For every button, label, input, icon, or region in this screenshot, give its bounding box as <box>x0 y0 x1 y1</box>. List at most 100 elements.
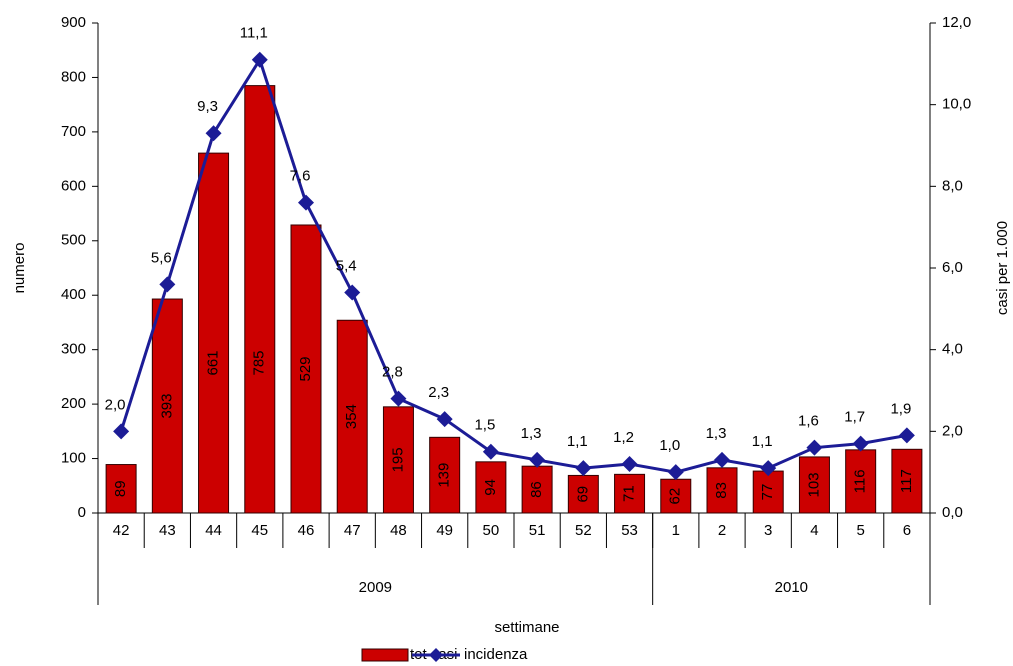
bar-value-label: 393 <box>158 394 175 419</box>
line-value-label: 11,1 <box>240 25 268 42</box>
x-tick-label: 48 <box>390 522 407 539</box>
y-tick-label: 400 <box>61 286 86 303</box>
legend-swatch <box>361 648 409 662</box>
y2-tick-label: 12,0 <box>942 14 971 31</box>
y-tick-label: 800 <box>61 68 86 85</box>
line-value-label: 1,6 <box>798 413 819 430</box>
legend-marker <box>429 648 443 662</box>
line-marker <box>390 390 407 407</box>
line-marker <box>529 451 546 468</box>
bar-value-label: 83 <box>713 482 730 499</box>
bar-value-label: 71 <box>621 485 638 502</box>
line-marker <box>806 439 823 456</box>
bar <box>798 456 830 514</box>
x-axis-label: settimane <box>494 619 559 636</box>
line-marker <box>113 423 130 440</box>
bar <box>198 152 230 514</box>
line-marker <box>205 125 222 142</box>
y2-tick-label: 6,0 <box>942 259 963 276</box>
x-tick-label: 50 <box>483 522 500 539</box>
y2-axis-label: casi per 1.000 <box>994 221 1011 315</box>
bar-value-label: 94 <box>482 479 499 496</box>
y-tick-label: 100 <box>61 450 86 467</box>
bar-value-label: 86 <box>528 481 545 498</box>
bar-value-label: 103 <box>805 472 822 497</box>
bar <box>475 461 507 514</box>
line-value-label: 5,4 <box>336 257 357 274</box>
line-marker <box>298 194 314 211</box>
line-marker <box>852 435 869 452</box>
y2-tick-label: 2,0 <box>942 422 963 439</box>
bar-value-label: 69 <box>574 486 591 503</box>
bar <box>614 473 646 514</box>
bar <box>567 474 599 514</box>
bar <box>244 85 276 514</box>
x-tick-label: 4 <box>810 522 818 539</box>
y-axis-label: numero <box>11 243 28 294</box>
x-tick-label: 6 <box>903 522 911 539</box>
line-value-label: 2,8 <box>382 364 403 381</box>
x-tick-label: 52 <box>575 522 592 539</box>
line-value-label: 1,3 <box>521 425 542 442</box>
y-tick-label: 0 <box>78 504 86 521</box>
line-value-label: 1,1 <box>567 433 588 450</box>
line-marker <box>760 460 777 477</box>
line-value-label: 1,3 <box>706 425 727 442</box>
x-tick-label: 2 <box>718 522 726 539</box>
x-tick-label: 51 <box>529 522 546 539</box>
bar-value-label: 116 <box>852 469 869 493</box>
x-tick-label: 3 <box>764 522 772 539</box>
y2-tick-label: 10,0 <box>942 96 971 113</box>
x-tick-label: 49 <box>436 522 453 539</box>
line-value-label: 1,9 <box>890 400 911 417</box>
line-value-label: 1,0 <box>659 437 680 454</box>
bar <box>891 448 923 514</box>
x-tick-label: 42 <box>113 522 130 539</box>
x-tick-label: 46 <box>298 522 315 539</box>
x-tick-label: 44 <box>205 522 222 539</box>
y-tick-label: 700 <box>61 123 86 140</box>
bar-value-label: 661 <box>205 350 222 375</box>
y2-tick-label: 8,0 <box>942 177 963 194</box>
bar <box>382 406 414 514</box>
bar-value-label: 529 <box>297 356 314 381</box>
bar-value-label: 89 <box>112 480 129 497</box>
bar-value-label: 785 <box>251 350 268 375</box>
x-tick-label: 43 <box>159 522 176 539</box>
bar-value-label: 77 <box>759 484 776 501</box>
bar-value-label: 139 <box>436 463 453 488</box>
line-marker <box>667 464 684 481</box>
line-value-label: 9,3 <box>197 98 218 115</box>
y-tick-label: 300 <box>61 341 86 358</box>
y-tick-label: 500 <box>61 232 86 249</box>
line-value-label: 2,3 <box>428 384 449 401</box>
line <box>119 56 908 474</box>
bar <box>521 465 553 514</box>
line-value-label: 5,6 <box>151 249 172 266</box>
y2-tick-label: 4,0 <box>942 341 963 358</box>
x-tick-label: 53 <box>621 522 638 539</box>
bar <box>105 464 137 514</box>
bar <box>706 467 738 514</box>
line-value-label: 1,5 <box>474 417 495 434</box>
bar <box>290 224 322 514</box>
line-marker <box>344 284 361 301</box>
bar-value-label: 354 <box>343 404 360 429</box>
bar <box>336 319 368 514</box>
line-marker <box>575 460 592 477</box>
y-tick-label: 600 <box>61 177 86 194</box>
group-label: 2009 <box>359 579 392 596</box>
x-tick-label: 45 <box>251 522 268 539</box>
line-value-label: 1,7 <box>844 409 865 426</box>
line-marker <box>251 51 268 68</box>
x-tick-label: 1 <box>672 522 680 539</box>
bar-value-label: 117 <box>898 469 915 493</box>
y2-tick-label: 0,0 <box>942 504 963 521</box>
bar-value-label: 195 <box>389 447 406 472</box>
x-tick-label: 47 <box>344 522 361 539</box>
line-value-label: 2,0 <box>105 396 126 413</box>
line-value-label: 1,2 <box>613 429 634 446</box>
line-value-label: 7,6 <box>290 168 311 185</box>
line-marker <box>898 427 915 444</box>
